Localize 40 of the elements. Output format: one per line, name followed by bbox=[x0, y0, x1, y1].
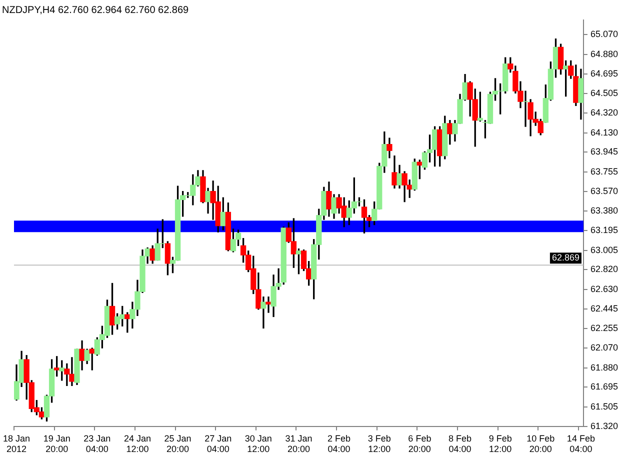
y-tick-label: 64.130 bbox=[590, 127, 618, 138]
x-tick-label: 2 Feb 04:00 bbox=[328, 433, 351, 454]
y-tick-label: 65.070 bbox=[590, 29, 618, 40]
y-tick-label: 64.880 bbox=[590, 48, 618, 59]
candlestick bbox=[266, 296, 272, 313]
y-tick-label: 63.005 bbox=[590, 244, 618, 255]
y-tick-label: 64.320 bbox=[590, 107, 618, 118]
y-tick-label: 63.570 bbox=[590, 186, 618, 196]
y-tick-label: 63.380 bbox=[590, 206, 618, 216]
y-tick-label: 61.320 bbox=[590, 420, 618, 431]
y-tick-label: 64.695 bbox=[590, 68, 618, 78]
candlestick bbox=[260, 296, 266, 329]
x-tick-label: 3 Feb 12:00 bbox=[368, 433, 391, 454]
x-tick-label: 18 Jan 2012 bbox=[3, 433, 30, 454]
x-tick-label: 6 Feb 20:00 bbox=[408, 433, 432, 454]
x-tick-label: 25 Jan 20:00 bbox=[164, 433, 192, 454]
x-tick-label: 30 Jan 12:00 bbox=[244, 433, 272, 454]
y-tick-label: 63.195 bbox=[590, 224, 618, 235]
x-tick-label: 10 Feb 20:00 bbox=[526, 433, 555, 454]
y-tick-label: 62.255 bbox=[590, 323, 618, 334]
x-tick-label: 9 Feb 12:00 bbox=[488, 433, 512, 454]
y-tick-label: 61.880 bbox=[590, 362, 618, 372]
x-tick-label: 31 Jan 20:00 bbox=[285, 433, 312, 454]
x-tick-label: 23 Jan 04:00 bbox=[84, 433, 111, 454]
x-tick-label: 24 Jan 12:00 bbox=[124, 433, 151, 454]
ref-line-label: 62.869 bbox=[552, 252, 580, 263]
chart-title: NZDJPY,H4 62.760 62.964 62.760 62.869 bbox=[2, 4, 190, 16]
y-tick-label: 62.070 bbox=[590, 342, 618, 353]
y-tick-label: 61.505 bbox=[590, 402, 618, 412]
y-tick-label: 63.755 bbox=[590, 166, 618, 176]
x-tick-label: 19 Jan 20:00 bbox=[43, 433, 70, 454]
y-tick-label: 63.945 bbox=[590, 146, 618, 157]
x-tick-label: 27 Jan 04:00 bbox=[204, 433, 232, 454]
x-tick-label: 14 Feb 04:00 bbox=[566, 433, 595, 454]
y-tick-label: 62.820 bbox=[590, 264, 618, 274]
y-tick-label: 64.505 bbox=[590, 88, 618, 98]
y-tick-label: 62.445 bbox=[590, 303, 618, 314]
y-tick-label: 61.695 bbox=[590, 382, 618, 392]
y-tick-label: 62.630 bbox=[590, 284, 618, 294]
x-tick-label: 8 Feb 04:00 bbox=[448, 433, 472, 454]
